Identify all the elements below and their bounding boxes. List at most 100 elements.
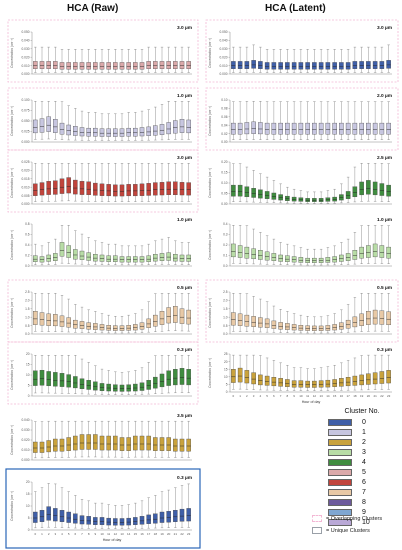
x-tick-label: 5 [266,394,268,398]
panel-lat-1: 0.000 0.010 0.020 0.030 0.040 0.050 Concentrat… [205,19,399,83]
box [352,61,358,69]
box [119,128,125,137]
box [285,379,290,387]
box-15 [332,365,337,391]
box-22 [379,354,385,390]
box-9 [291,367,297,391]
box [312,380,317,388]
box-10 [99,368,105,395]
y-axis-label: Concentration (cm⁻³) [10,230,14,260]
box [186,61,191,69]
box-22 [179,293,185,332]
box-18 [352,297,358,333]
box-13 [119,421,125,458]
box [291,324,297,331]
box-18 [153,495,158,529]
box [86,181,91,196]
box [93,323,98,330]
box-4 [59,225,65,264]
box [251,60,256,69]
box-21 [173,46,178,73]
legend-swatch [328,478,352,486]
box-3 [251,228,256,265]
box-8 [86,421,91,458]
box [53,61,58,69]
box-2 [46,46,51,73]
y-tick-label: 2.0 [25,299,30,303]
box-15 [133,245,138,266]
legend-swatch [328,428,352,436]
legend-item: 1 [328,427,396,437]
box-10 [298,247,304,266]
box [173,510,178,522]
box [119,256,125,263]
y-tick-label: 0.040 [22,39,30,43]
box [153,182,158,196]
y-tick-label: 0.4 [223,222,228,226]
box-4 [59,355,65,394]
box [325,325,331,331]
box-0 [33,163,38,202]
box-18 [352,232,358,265]
panel-title: 0.5 µm [377,285,392,291]
box [99,383,105,391]
box-17 [345,101,351,140]
box [146,514,151,524]
legend-item: 3 [328,447,396,457]
box [244,186,250,198]
box-15 [133,112,138,141]
box [244,122,250,135]
box [73,126,78,136]
box-20 [166,237,171,265]
y-tick-label: 1.5 [223,307,228,311]
box-23 [186,483,191,528]
box [379,122,385,135]
box [258,61,263,69]
box-14 [126,245,131,266]
box-21 [173,421,178,458]
box-13 [119,245,125,266]
y-tick-label: 0 [226,390,228,394]
box-21 [372,293,378,332]
box [264,318,270,328]
box-22 [379,293,385,332]
box-12 [113,163,118,202]
box-6 [271,49,277,73]
x-tick-label: 2 [48,532,50,536]
box [153,513,158,524]
box-14 [325,315,331,334]
box [146,126,151,136]
x-axis-label: Hour of day [103,538,122,542]
box [39,61,45,69]
box [305,380,310,388]
box [285,62,290,70]
x-tick-label: 6 [74,532,76,536]
legend-items: 0 1 2 3 4 5 6 7 8 9 10 [328,417,396,527]
box [386,60,391,69]
box-13 [318,367,324,391]
box [53,508,58,522]
panel-raw-2: 0.000 0.025 0.050 0.075 0.100 Concentration (… [7,87,199,151]
box [139,382,145,391]
box [133,324,138,331]
box [258,374,263,386]
box [271,320,277,329]
box [139,435,145,451]
title-raw: HCA (Raw) [67,3,119,14]
legend-label: 1 [362,428,366,436]
box-21 [173,240,178,265]
legend-label: 7 [362,488,366,496]
x-tick-label: 8 [88,532,90,536]
y-tick-label: 0.04 [221,123,227,127]
box-7 [79,49,85,73]
box-17 [146,421,151,458]
x-tick-label: 0 [34,532,36,536]
box-23 [386,293,391,332]
y-tick-label: 0.025 [22,130,30,134]
box-15 [133,502,138,529]
y-tick-label: 0.05 [221,192,227,196]
box-9 [93,163,98,202]
box-14 [126,112,131,141]
box [46,254,51,262]
x-tick-label: 19 [160,532,164,536]
